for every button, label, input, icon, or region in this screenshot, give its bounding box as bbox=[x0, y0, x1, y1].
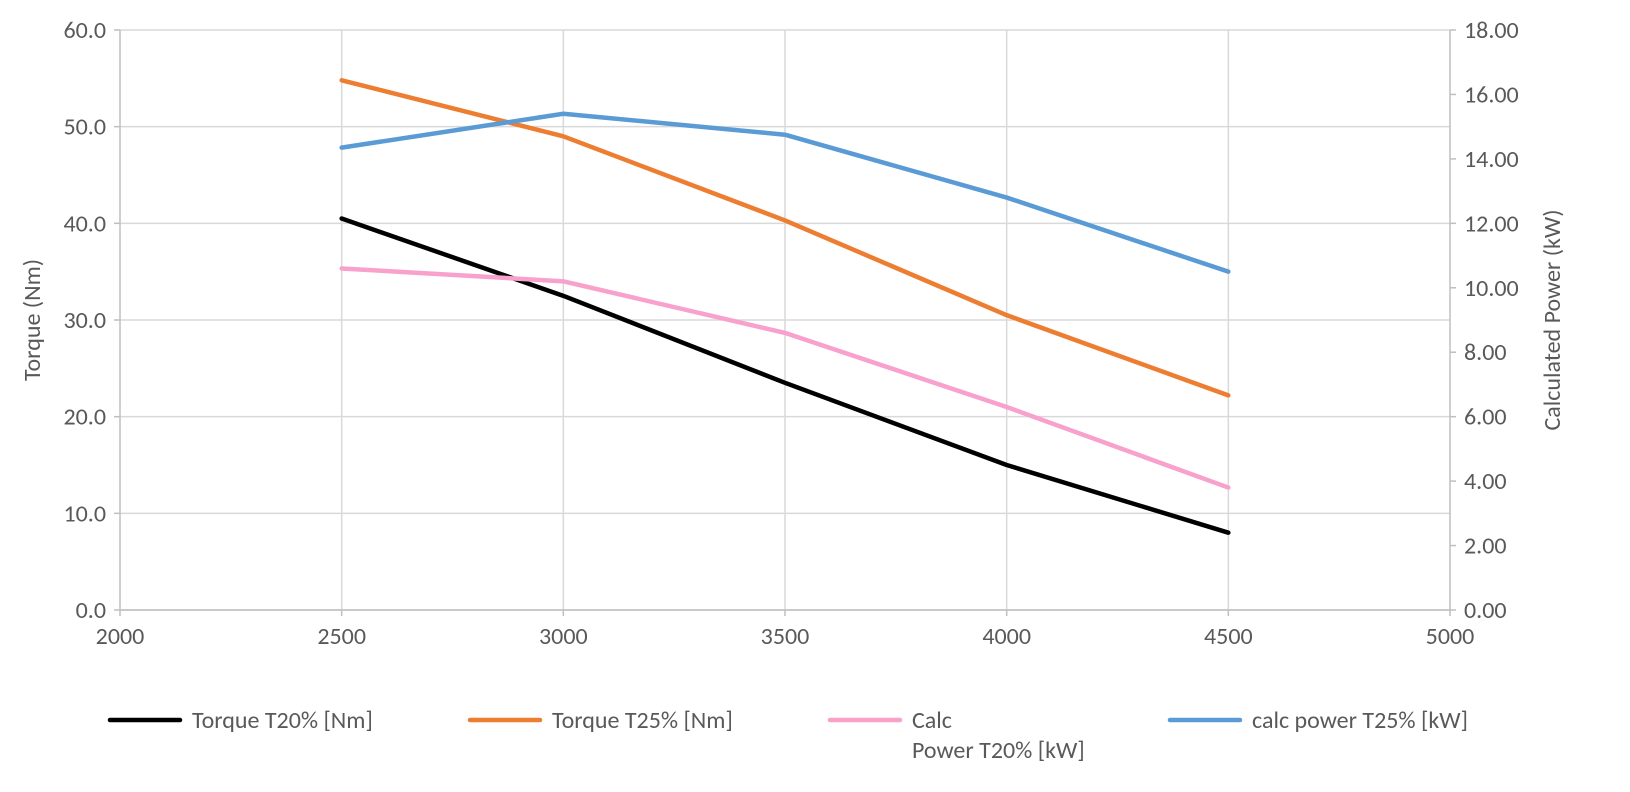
y2-tick-label: 0.00 bbox=[1464, 596, 1507, 625]
x-tick-label: 2000 bbox=[96, 622, 145, 651]
x-tick-label: 2500 bbox=[317, 622, 366, 651]
y1-tick-label: 20.0 bbox=[63, 403, 106, 432]
y1-axis-title: Torque (Nm) bbox=[18, 259, 47, 381]
chart-container: 0.0 10.0 20.0 30.0 40.0 50.0 60.0 0.00 2.00 4.00 6… bbox=[0, 0, 1630, 792]
y1-tick-label: 50.0 bbox=[63, 113, 106, 142]
y2-axis-title: Calculated Power (kW) bbox=[1538, 209, 1567, 430]
x-tick-label: 5000 bbox=[1426, 622, 1475, 651]
legend-label: Torque T20% [Nm] bbox=[192, 706, 373, 735]
legend-label: Power T20% [kW] bbox=[912, 736, 1085, 765]
y2-tick-label: 18.00 bbox=[1464, 16, 1519, 45]
y1-tick-label: 30.0 bbox=[63, 306, 106, 335]
legend-label: Torque T25% [Nm] bbox=[552, 706, 733, 735]
y2-tick-label: 14.00 bbox=[1464, 145, 1519, 174]
y1-tick-label: 0.0 bbox=[76, 596, 106, 625]
x-tick-label: 4000 bbox=[982, 622, 1031, 651]
x-tick-label: 4500 bbox=[1204, 622, 1253, 651]
y1-tick-label: 40.0 bbox=[63, 209, 106, 238]
y2-tick-label: 8.00 bbox=[1464, 338, 1507, 367]
y2-tick-label: 4.00 bbox=[1464, 467, 1507, 496]
y1-tick-label: 60.0 bbox=[63, 16, 106, 45]
y2-tick-label: 16.00 bbox=[1464, 80, 1519, 109]
y2-tick-label: 6.00 bbox=[1464, 403, 1507, 432]
line-chart: 0.0 10.0 20.0 30.0 40.0 50.0 60.0 0.00 2.00 4.00 6… bbox=[0, 0, 1630, 792]
legend-label: calc power T25% [kW] bbox=[1252, 706, 1468, 735]
x-tick-label: 3500 bbox=[761, 622, 810, 651]
y1-tick-label: 10.0 bbox=[63, 499, 106, 528]
legend-label: Calc bbox=[912, 706, 952, 735]
y2-tick-label: 10.00 bbox=[1464, 274, 1519, 303]
y2-tick-label: 2.00 bbox=[1464, 532, 1507, 561]
x-tick-label: 3000 bbox=[539, 622, 588, 651]
y2-tick-label: 12.00 bbox=[1464, 209, 1519, 238]
